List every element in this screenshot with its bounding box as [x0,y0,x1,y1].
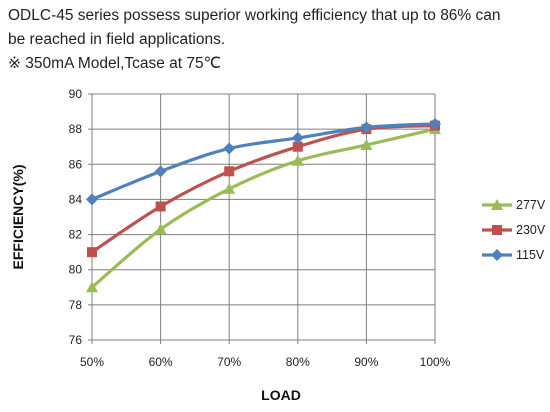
data-point [223,182,236,194]
series-115V [86,117,441,206]
y-tick-label: 80 [69,263,83,277]
y-tick-label: 76 [69,333,83,347]
data-point [154,165,167,178]
legend-label: 277V [516,198,546,212]
data-point [86,281,98,293]
tick-labels: 76 78 80 82 84 86 88 90 50% 60% 70% 80% 90% 100% [69,87,451,369]
data-point [292,141,303,152]
data-point [224,166,235,177]
y-tick-label: 88 [69,122,83,136]
legend-label: 115V [516,248,545,262]
series-line [91,124,436,254]
data-point [87,247,97,258]
legend: 277V 230V 115V [482,198,546,262]
series-277V [86,123,441,293]
legend-marker [491,199,503,210]
y-axis-title: EFFICIENCY(%) [10,165,26,270]
y-tick-label: 90 [69,87,83,101]
y-tick-label: 84 [69,192,83,206]
data-point [223,142,236,155]
data-point [429,117,441,130]
series-line [91,122,436,201]
legend-item-115V: 115V [482,248,545,262]
x-tick-label: 100% [420,355,451,369]
y-tick-label: 86 [69,157,83,171]
y-tick-label: 82 [69,228,83,242]
x-tick-label: 50% [80,355,104,369]
x-tick-label: 60% [149,355,173,369]
legend-item-277V: 277V [482,198,546,212]
x-tick-label: 90% [354,355,378,369]
data-point [291,154,304,166]
data-point [291,131,304,144]
legend-item-230V: 230V [482,223,546,237]
x-tick-label: 70% [217,355,241,369]
axes [88,93,436,344]
data-point [360,121,373,134]
data-point [154,223,167,235]
intro-line-3: ※ 350mA Model,Tcase at 75℃ [8,55,222,72]
legend-marker [492,225,502,235]
legend-label: 230V [516,223,546,237]
legend-marker [491,249,503,261]
intro-line-2: be reached in field applications. [8,31,226,48]
data-point [86,193,98,206]
x-axis-title: LOAD [261,387,301,403]
intro-line-1: ODLC-45 series possess superior working … [8,7,501,24]
data-point [360,138,373,150]
intro-text: ODLC-45 series possess superior working … [8,4,548,76]
series-line [90,127,436,289]
y-tick-label: 78 [69,298,83,312]
x-tick-label: 80% [286,355,310,369]
series-lines [86,117,441,293]
data-point [155,201,166,212]
